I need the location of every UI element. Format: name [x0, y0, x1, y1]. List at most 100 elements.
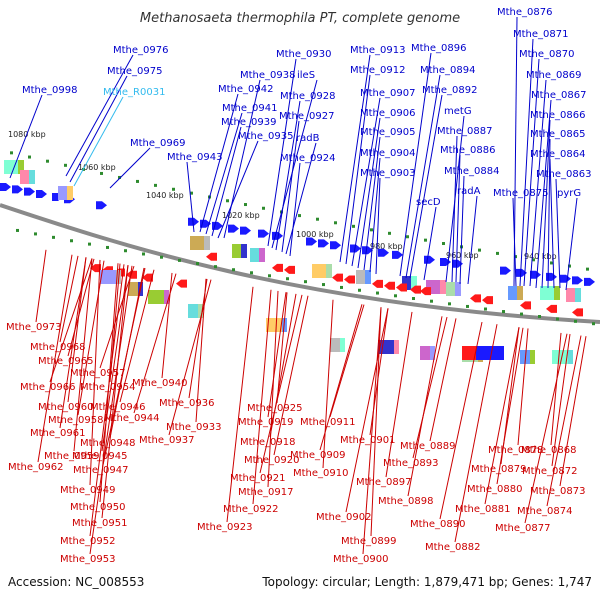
forward-gene-arrow: [560, 274, 571, 283]
forward-gene-label: Mthe_0887: [437, 126, 493, 137]
forward-connector: [65, 54, 134, 177]
reverse-gene-label: Mthe_0921: [230, 473, 286, 484]
reverse-gene-label: Mthe_0878: [488, 445, 544, 456]
forward-connector: [271, 79, 318, 249]
forward-gene-arrow: [96, 201, 107, 210]
reverse-gene-arrow: [470, 294, 481, 303]
forward-connector: [281, 120, 300, 253]
feature-box: [20, 170, 29, 184]
reverse-gene-label: Mthe_0953: [60, 554, 116, 565]
reverse-gene-label: Mthe_0949: [60, 485, 116, 496]
tick-dot: [124, 249, 127, 253]
tick-dot: [376, 291, 379, 295]
forward-gene-label: Mthe_0907: [360, 88, 416, 99]
feature-box: [530, 350, 535, 364]
reverse-connector: [439, 321, 483, 520]
tick-dot: [232, 268, 235, 272]
accession-text: Accession: NC_008553: [8, 575, 144, 589]
feature-box: [394, 340, 399, 354]
tick-dot: [262, 206, 265, 210]
forward-connector: [375, 177, 381, 275]
feature-box: [326, 264, 332, 278]
reverse-gene-label: Mthe_0880: [467, 484, 523, 495]
forward-gene-label: Mthe_0912: [350, 65, 406, 76]
forward-connector: [451, 135, 458, 283]
tick-dot: [412, 297, 415, 301]
reverse-gene-label: Mthe_0893: [383, 458, 439, 469]
reverse-gene-label: Mthe_0933: [166, 422, 222, 433]
feature-box: [340, 338, 345, 352]
reverse-gene-label: Mthe_0945: [72, 451, 128, 462]
tick-dot: [370, 228, 373, 232]
tick-dot: [142, 252, 145, 256]
forward-connector: [345, 74, 371, 265]
tick-dot: [592, 322, 595, 326]
forward-gene-arrow: [24, 187, 35, 196]
forward-gene-label: Mthe_0941: [222, 103, 278, 114]
feature-box: [508, 286, 517, 300]
reverse-gene-label: Mthe_0901: [340, 435, 396, 446]
forward-connector-lines: [9, 16, 578, 291]
forward-connector: [285, 142, 317, 255]
tick-dot: [196, 262, 199, 266]
tick-dot: [430, 299, 433, 303]
reverse-gene-label: Mthe_0919: [238, 417, 294, 428]
reverse-gene-label: Mthe_0951: [72, 518, 128, 529]
forward-gene-arrow: [228, 224, 239, 233]
forward-connector: [275, 100, 301, 251]
reverse-gene-label: Mthe_0952: [60, 536, 116, 547]
feature-box: [430, 346, 435, 360]
feature-box: [517, 286, 523, 300]
reverse-gene-label: Mthe_0965: [38, 356, 94, 367]
forward-connector: [549, 158, 555, 289]
tick-dot: [304, 280, 307, 284]
reverse-gene-arrow: [372, 279, 383, 288]
tick-dot: [298, 214, 301, 218]
feature-box: [330, 338, 340, 352]
forward-connector: [363, 136, 381, 271]
feature-box: [462, 346, 476, 360]
tick-dot: [64, 163, 67, 167]
forward-connector: [339, 54, 371, 263]
forward-gene-label: Mthe_0864: [530, 149, 586, 160]
reverse-gene-label: Mthe_0911: [300, 417, 356, 428]
forward-connector: [519, 38, 534, 287]
forward-connector: [459, 175, 465, 285]
tick-dot: [268, 274, 271, 278]
forward-gene-label: Mthe_0884: [444, 166, 500, 177]
forward-gene-arrow: [0, 183, 11, 191]
tick-dot: [136, 179, 139, 183]
feature-box: [520, 350, 530, 364]
reverse-gene-arrow: [420, 287, 431, 296]
feature-box: [4, 160, 18, 174]
reverse-connector: [73, 258, 93, 452]
forward-gene-label: Mthe_0871: [513, 29, 569, 40]
tick-dot: [556, 317, 559, 321]
tick-dot: [574, 319, 577, 323]
forward-gene-arrow: [258, 229, 269, 238]
feature-box: [446, 282, 455, 296]
forward-connector: [405, 74, 441, 279]
forward-gene-labels: Mthe_0998 Mthe_0976 Mthe_0975 Mthe_R0031 Mth…: [22, 7, 592, 208]
reverse-gene-arrow: [90, 264, 101, 273]
tick-dot: [214, 265, 217, 269]
reverse-connector: [89, 259, 101, 486]
tick-dot: [118, 175, 121, 179]
reverse-gene-label: Mthe_0900: [333, 554, 389, 565]
reverse-connector: [496, 327, 524, 485]
feature-box: [420, 346, 430, 360]
tick-dot: [394, 294, 397, 298]
forward-gene-arrow: [424, 255, 435, 264]
forward-connector: [69, 75, 128, 183]
feature-box: [476, 346, 504, 360]
reverse-gene-arrow: [482, 296, 493, 305]
reverse-connector: [559, 336, 587, 487]
kbp-tick-label: 940 kbp: [524, 252, 557, 261]
reverse-gene-label: Mthe_0925: [247, 403, 303, 414]
reverse-connector: [370, 307, 382, 537]
forward-gene-arrow: [350, 244, 361, 253]
feature-box: [568, 350, 573, 364]
tick-dot: [514, 255, 517, 259]
